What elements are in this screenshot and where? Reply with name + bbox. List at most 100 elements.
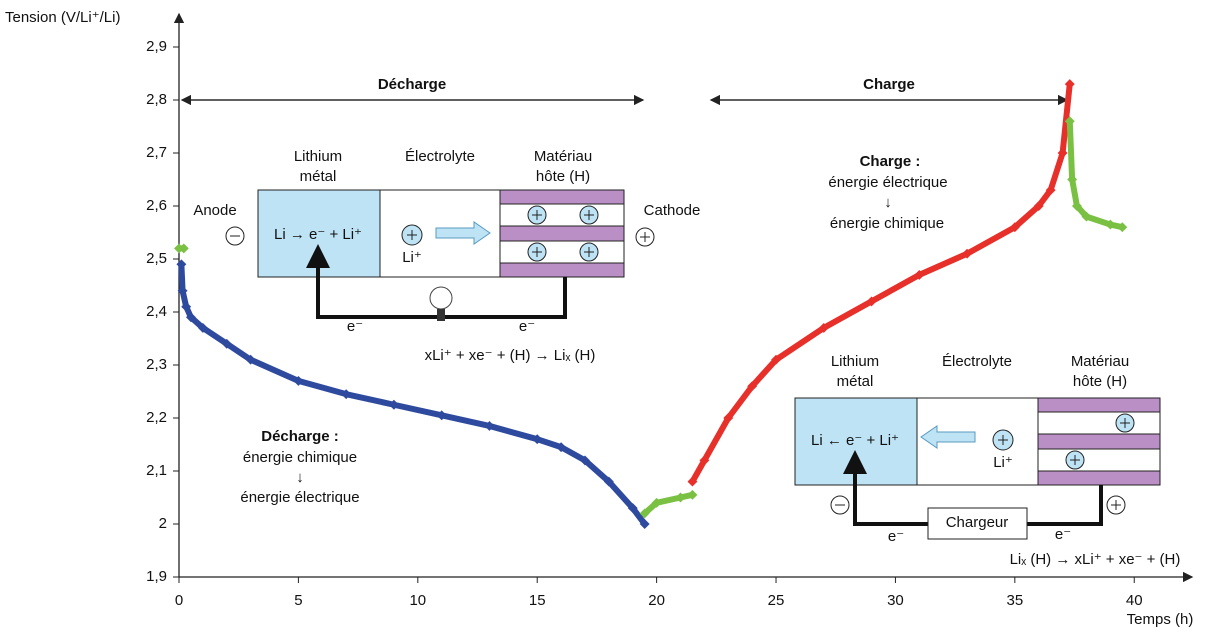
point <box>245 354 256 365</box>
electron-label: e⁻ <box>888 528 904 545</box>
point <box>580 455 590 466</box>
electron-label: e⁻ <box>347 318 363 335</box>
x-tick-label: 35 <box>1006 592 1023 609</box>
x-tick-label: 5 <box>294 592 302 609</box>
point <box>532 434 543 445</box>
point <box>388 399 399 410</box>
point <box>185 312 196 323</box>
x-tick-label: 0 <box>175 592 183 609</box>
point <box>197 322 208 333</box>
point <box>1067 174 1078 185</box>
cell-label: Lithium <box>294 148 342 165</box>
point <box>1057 148 1068 158</box>
point <box>1071 201 1082 211</box>
cell-label: métal <box>837 373 874 390</box>
electrode-label: Anode <box>193 202 236 219</box>
point <box>1064 116 1075 127</box>
point <box>639 508 650 519</box>
point <box>818 322 829 333</box>
point <box>914 269 925 280</box>
cell-label: métal <box>300 168 337 185</box>
electron-label: e⁻ <box>519 318 535 335</box>
y-tick-label: 2,6 <box>146 197 167 214</box>
y-tick-label: 2,7 <box>146 144 167 161</box>
point <box>1009 222 1020 233</box>
y-tick-label: 2,4 <box>146 303 167 320</box>
cell-label: Lithium <box>831 353 879 370</box>
point <box>1105 219 1116 230</box>
point <box>723 413 734 423</box>
point <box>221 338 232 349</box>
point <box>341 389 352 400</box>
electrode-label: Cathode <box>644 202 701 219</box>
y-tick-label: 1,9 <box>146 568 167 585</box>
x-axis-label: Temps (h) <box>1127 611 1194 628</box>
region-label: Charge <box>863 76 915 93</box>
point <box>639 519 650 529</box>
y-tick-label: 2,3 <box>146 356 167 373</box>
point <box>699 455 710 466</box>
x-tick-label: 30 <box>887 592 904 609</box>
y-tick-label: 2,9 <box>146 38 167 55</box>
point <box>1117 222 1128 233</box>
charger: Chargeur <box>946 514 1009 531</box>
point <box>675 492 686 503</box>
series-line <box>178 264 648 526</box>
point <box>866 296 877 307</box>
point <box>484 421 495 431</box>
point <box>181 301 192 312</box>
point <box>1033 201 1044 211</box>
x-tick-label: 40 <box>1126 592 1143 609</box>
point <box>1081 211 1092 222</box>
point <box>771 354 781 365</box>
point <box>603 476 614 487</box>
cell-label: Matériau <box>534 148 592 165</box>
x-tick-label: 15 <box>529 592 546 609</box>
region-label: Décharge <box>378 76 446 93</box>
y-tick-label: 2,8 <box>146 91 167 108</box>
note: Décharge : <box>261 428 339 445</box>
note: énergie chimique <box>243 449 357 466</box>
point <box>962 248 973 259</box>
charge-cell: Lithium métal Électrolyte Matériau hôte … <box>794 353 1181 568</box>
point <box>747 381 758 392</box>
y-tick-label: 2,2 <box>146 409 167 426</box>
series-line <box>642 491 694 516</box>
cell-label: hôte (H) <box>536 168 590 185</box>
point <box>651 497 662 508</box>
y-tick-label: 2 <box>159 515 167 532</box>
ion-label: Li⁺ <box>993 454 1013 471</box>
point <box>556 442 567 453</box>
note: énergie électrique <box>240 489 359 506</box>
note: ↓ <box>884 194 892 211</box>
point <box>178 243 189 254</box>
y-axis-label: Tension (V/Li⁺/Li) <box>5 9 120 26</box>
series-line <box>1066 121 1123 231</box>
point <box>687 489 698 500</box>
point <box>177 285 188 296</box>
ion-label: Li⁺ <box>402 249 422 266</box>
x-tick-label: 20 <box>648 592 665 609</box>
electron-label: e⁻ <box>1055 526 1071 543</box>
point <box>1045 185 1056 196</box>
cell-label: Matériau <box>1071 353 1129 370</box>
equation: Liₓ (H) → xLi⁺ + xe⁻ + (H) <box>1010 551 1181 568</box>
y-tick-label: 2,1 <box>146 462 167 479</box>
discharge-cell: Lithium métal Électrolyte Matériau hôte … <box>193 148 700 364</box>
y-tick-label: 2,5 <box>146 250 167 267</box>
reaction: Li ← e⁻ + Li⁺ <box>811 432 899 449</box>
x-tick-label: 10 <box>409 592 426 609</box>
point <box>1064 79 1075 90</box>
note: ↓ <box>296 469 304 486</box>
cell-label: hôte (H) <box>1073 373 1127 390</box>
cell-label: Électrolyte <box>942 353 1012 370</box>
x-tick-label: 25 <box>768 592 785 609</box>
equation: xLi⁺ + xe⁻ + (H) → Liₓ (H) <box>425 347 596 364</box>
point <box>293 375 304 386</box>
note: énergie chimique <box>830 215 944 232</box>
point <box>176 259 187 270</box>
point <box>687 476 698 487</box>
point <box>436 410 447 421</box>
reaction: Li → e⁻ + Li⁺ <box>274 226 362 243</box>
